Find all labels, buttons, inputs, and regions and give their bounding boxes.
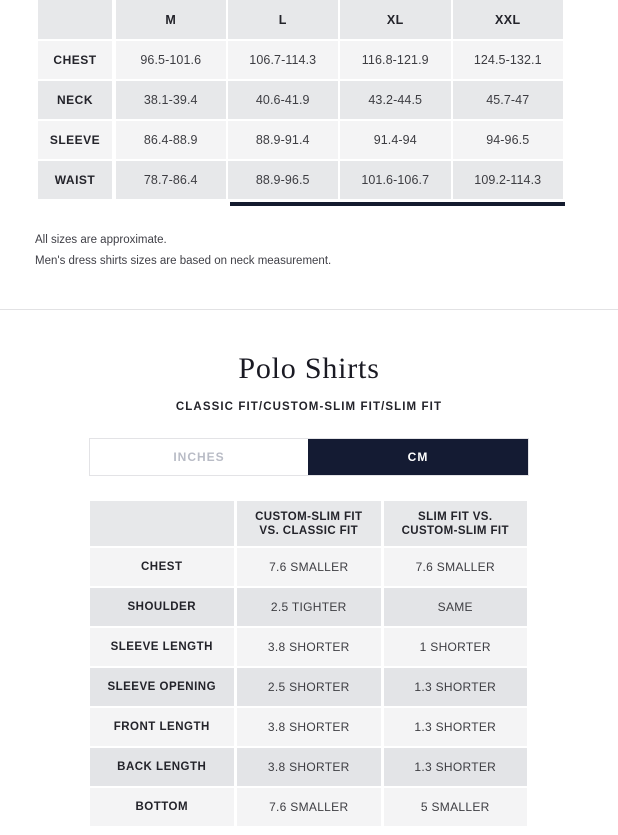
table-row: BOTTOM 7.6 SMALLER 5 SMALLER bbox=[89, 787, 530, 828]
row-label-chest: CHEST bbox=[38, 40, 116, 81]
table-row: FRONT LENGTH 3.8 SHORTER 1.3 SHORTER bbox=[89, 707, 530, 748]
table-row: CHEST 96.5-101.6 106.7-114.3 116.8-121.9… bbox=[38, 40, 565, 81]
cell-front-length-col1: 3.8 SHORTER bbox=[235, 707, 384, 748]
table-row: NECK 38.1-39.4 40.6-41.9 43.2-44.5 45.7-… bbox=[38, 80, 565, 121]
table-row: CHEST 7.6 SMALLER 7.6 SMALLER bbox=[89, 547, 530, 588]
unit-toggle-inches[interactable]: INCHES bbox=[90, 439, 308, 475]
column-header-custom-slim-vs-classic: CUSTOM-SLIM FIT VS. CLASSIC FIT bbox=[235, 501, 384, 548]
fit-comparison-table-wrapper: CUSTOM-SLIM FIT VS. CLASSIC FIT SLIM FIT… bbox=[89, 501, 531, 828]
table-header-row: CUSTOM-SLIM FIT VS. CLASSIC FIT SLIM FIT… bbox=[89, 501, 530, 548]
header-line-2: VS. CLASSIC FIT bbox=[259, 524, 359, 537]
table-row: SHOULDER 2.5 TIGHTER SAME bbox=[89, 587, 530, 628]
row-label-sleeve-opening: SLEEVE OPENING bbox=[89, 667, 237, 708]
row-label-sleeve: SLEEVE bbox=[38, 120, 116, 161]
cell-sleeve-xl: 91.4-94 bbox=[339, 120, 453, 161]
page-subtitle: CLASSIC FIT/CUSTOM-SLIM FIT/SLIM FIT bbox=[175, 401, 443, 413]
polo-shirt-section: Polo Shirts CLASSIC FIT/CUSTOM-SLIM FIT/… bbox=[0, 352, 618, 828]
row-label-chest: CHEST bbox=[89, 547, 237, 588]
cell-neck-xxl: 45.7-47 bbox=[451, 80, 565, 121]
cell-chest-m: 96.5-101.6 bbox=[114, 40, 228, 81]
dress-shirt-size-table: M L XL XXL CHEST 96.5-101.6 106.7-114.3 … bbox=[38, 0, 565, 201]
cell-bottom-col2: 5 SMALLER bbox=[382, 787, 530, 828]
row-label-bottom: BOTTOM bbox=[89, 787, 237, 828]
dress-shirt-size-section: M L XL XXL CHEST 96.5-101.6 106.7-114.3 … bbox=[0, 0, 618, 271]
row-label-shoulder: SHOULDER bbox=[89, 587, 237, 628]
column-header-m: M bbox=[114, 0, 228, 41]
cell-waist-m: 78.7-86.4 bbox=[114, 160, 228, 201]
cell-sleeve-length-col2: 1 SHORTER bbox=[382, 627, 530, 668]
unit-toggle-cm[interactable]: CM bbox=[308, 439, 528, 475]
unit-toggle[interactable]: INCHES CM bbox=[89, 438, 529, 476]
header-line-1: SLIM FIT VS. bbox=[418, 510, 493, 523]
cell-neck-xl: 43.2-44.5 bbox=[339, 80, 453, 121]
cell-bottom-col1: 7.6 SMALLER bbox=[235, 787, 384, 828]
column-header-blank bbox=[38, 0, 116, 41]
note-line-1: All sizes are approximate. bbox=[35, 234, 167, 246]
column-header-blank bbox=[89, 501, 237, 548]
header-line-1: CUSTOM-SLIM FIT bbox=[255, 510, 363, 523]
note-line-2: Men's dress shirts sizes are based on ne… bbox=[35, 255, 332, 267]
row-label-front-length: FRONT LENGTH bbox=[89, 707, 237, 748]
cell-chest-col2: 7.6 SMALLER bbox=[382, 547, 530, 588]
column-header-xl: XL bbox=[339, 0, 453, 41]
cell-neck-m: 38.1-39.4 bbox=[114, 80, 228, 121]
dress-shirt-table-wrapper: M L XL XXL CHEST 96.5-101.6 106.7-114.3 … bbox=[38, 0, 565, 206]
cell-sleeve-m: 86.4-88.9 bbox=[114, 120, 228, 161]
cell-front-length-col2: 1.3 SHORTER bbox=[382, 707, 530, 748]
column-header-xxl: XXL bbox=[451, 0, 565, 41]
cell-chest-xl: 116.8-121.9 bbox=[339, 40, 453, 81]
cell-neck-l: 40.6-41.9 bbox=[226, 80, 340, 121]
header-line-2: CUSTOM-SLIM FIT bbox=[401, 524, 509, 537]
table-horizontal-scrollbar[interactable] bbox=[230, 202, 565, 206]
table-row: WAIST 78.7-86.4 88.9-96.5 101.6-106.7 10… bbox=[38, 160, 565, 201]
cell-chest-xxl: 124.5-132.1 bbox=[451, 40, 565, 81]
cell-back-length-col2: 1.3 SHORTER bbox=[382, 747, 530, 788]
page-title: Polo Shirts bbox=[238, 352, 380, 385]
table-header-row: M L XL XXL bbox=[38, 0, 565, 41]
cell-chest-l: 106.7-114.3 bbox=[226, 40, 340, 81]
cell-sleeve-xxl: 94-96.5 bbox=[451, 120, 565, 161]
cell-waist-xl: 101.6-106.7 bbox=[339, 160, 453, 201]
cell-sleeve-l: 88.9-91.4 bbox=[226, 120, 340, 161]
column-header-l: L bbox=[226, 0, 340, 41]
size-notes: All sizes are approximate. Men's dress s… bbox=[35, 230, 618, 271]
cell-chest-col1: 7.6 SMALLER bbox=[235, 547, 384, 588]
table-row: SLEEVE OPENING 2.5 SHORTER 1.3 SHORTER bbox=[89, 667, 530, 708]
row-label-back-length: BACK LENGTH bbox=[89, 747, 237, 788]
cell-sleeve-opening-col1: 2.5 SHORTER bbox=[235, 667, 384, 708]
cell-waist-xxl: 109.2-114.3 bbox=[451, 160, 565, 201]
table-row: BACK LENGTH 3.8 SHORTER 1.3 SHORTER bbox=[89, 747, 530, 788]
row-label-waist: WAIST bbox=[38, 160, 116, 201]
row-label-neck: NECK bbox=[38, 80, 116, 121]
cell-waist-l: 88.9-96.5 bbox=[226, 160, 340, 201]
cell-sleeve-opening-col2: 1.3 SHORTER bbox=[382, 667, 530, 708]
cell-back-length-col1: 3.8 SHORTER bbox=[235, 747, 384, 788]
cell-sleeve-length-col1: 3.8 SHORTER bbox=[235, 627, 384, 668]
row-label-sleeve-length: SLEEVE LENGTH bbox=[89, 627, 237, 668]
fit-comparison-table: CUSTOM-SLIM FIT VS. CLASSIC FIT SLIM FIT… bbox=[89, 501, 531, 828]
table-row: SLEEVE LENGTH 3.8 SHORTER 1 SHORTER bbox=[89, 627, 530, 668]
section-divider bbox=[0, 309, 618, 310]
cell-shoulder-col2: SAME bbox=[382, 587, 530, 628]
table-row: SLEEVE 86.4-88.9 88.9-91.4 91.4-94 94-96… bbox=[38, 120, 565, 161]
cell-shoulder-col1: 2.5 TIGHTER bbox=[235, 587, 384, 628]
column-header-slim-vs-custom-slim: SLIM FIT VS. CUSTOM-SLIM FIT bbox=[382, 501, 530, 548]
